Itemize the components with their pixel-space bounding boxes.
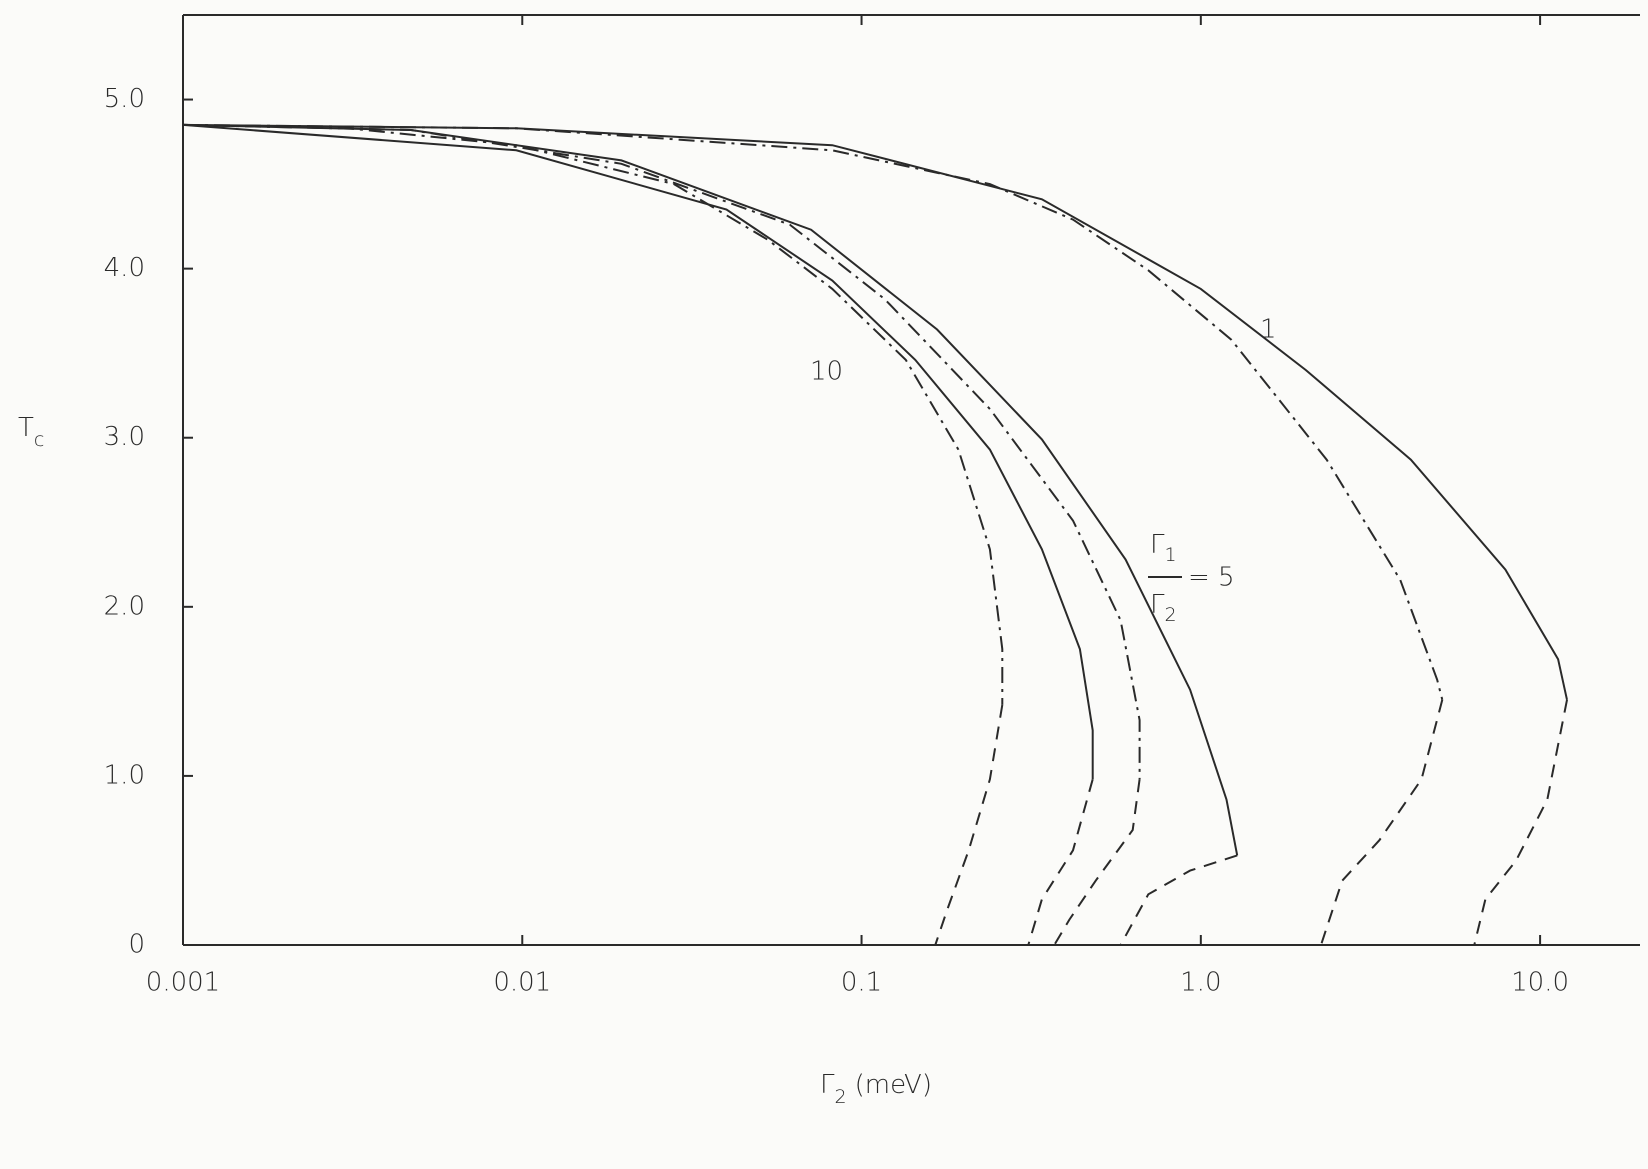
chart: 01.02.03.04.05.00.0010.010.11.010.0TcΓ2(… [0, 0, 1648, 1165]
ratio-num-sub: 1 [1165, 544, 1177, 566]
curve-annotation: 1 [1260, 315, 1277, 345]
y-label-subscript: c [34, 429, 44, 451]
y-tick-label: 2.0 [104, 591, 145, 621]
x-tick-label: 10.0 [1511, 968, 1569, 998]
x-tick-label: 0.01 [493, 968, 551, 998]
ratio-value: = 5 [1188, 563, 1235, 593]
ratio-num-symbol: Γ [1150, 530, 1165, 560]
y-tick-label: 3.0 [104, 422, 145, 452]
x-label-symbol: Γ [820, 1070, 835, 1100]
y-tick-label: 5.0 [104, 84, 145, 114]
x-label-unit: (meV) [855, 1070, 932, 1100]
x-label-subscript: 2 [835, 1086, 847, 1108]
ratio-den-symbol: Γ [1150, 590, 1165, 620]
y-tick-label: 0 [128, 930, 145, 960]
y-tick-label: 4.0 [104, 253, 145, 283]
x-tick-label: 1.0 [1180, 968, 1221, 998]
y-label-symbol: T [18, 413, 34, 443]
x-tick-label: 0.1 [841, 968, 882, 998]
curve-annotation: 10 [810, 357, 843, 387]
y-tick-label: 1.0 [104, 760, 145, 790]
ratio-den-sub: 2 [1165, 604, 1177, 626]
x-tick-label: 0.001 [146, 968, 220, 998]
page: 01.02.03.04.05.00.0010.010.11.010.0TcΓ2(… [0, 0, 1648, 1169]
